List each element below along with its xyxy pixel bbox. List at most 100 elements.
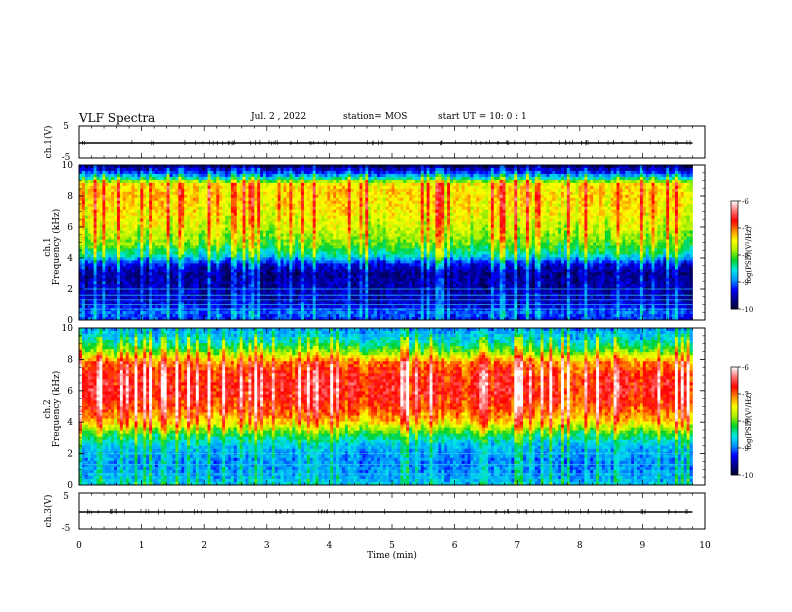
spectrogram-cell bbox=[540, 188, 544, 193]
spectrogram-cell bbox=[178, 167, 182, 172]
spectrogram-cell bbox=[169, 218, 173, 222]
spectrogram-cell bbox=[447, 179, 451, 184]
spectrogram-cell bbox=[610, 215, 614, 219]
spectrogram-cell bbox=[192, 194, 197, 199]
spectrogram-cell bbox=[166, 188, 170, 193]
spectrogram-cell bbox=[321, 227, 325, 231]
spectrogram-cell bbox=[280, 200, 284, 205]
spectrogram-cell bbox=[517, 179, 521, 184]
spectrogram-cell bbox=[593, 179, 597, 184]
spectrogram-cell bbox=[198, 206, 203, 211]
spectrogram-cell bbox=[175, 227, 179, 231]
spectrogram-cell bbox=[187, 188, 191, 193]
spectrogram-cell bbox=[610, 173, 614, 178]
spectrogram-cell bbox=[689, 165, 693, 169]
spectrogram-cell bbox=[537, 173, 541, 178]
spectrogram-cell bbox=[423, 203, 427, 208]
spectrogram-cell bbox=[137, 188, 141, 193]
spectrogram-cell bbox=[154, 170, 159, 175]
spectrogram-cell bbox=[438, 173, 442, 178]
spectrogram-cell bbox=[292, 215, 296, 219]
spectrogram-cell bbox=[420, 203, 425, 208]
spectrogram-cell bbox=[657, 209, 661, 214]
spectrogram-cell bbox=[225, 188, 229, 193]
spectrogram-cell bbox=[438, 221, 442, 225]
spectrogram-cell bbox=[479, 230, 483, 234]
spectrogram-cell bbox=[376, 206, 381, 211]
spectrogram-cell bbox=[274, 200, 278, 205]
spectrogram-cell bbox=[666, 200, 670, 205]
spectrogram-cell bbox=[619, 167, 623, 172]
spectrogram-cell bbox=[140, 197, 144, 202]
spectrogram-cell bbox=[222, 185, 226, 190]
spectrogram-cell bbox=[575, 218, 579, 222]
spectrogram-cell bbox=[476, 230, 480, 234]
spectrogram-cell bbox=[280, 170, 284, 175]
spectrogram-cell bbox=[382, 179, 387, 184]
spectrogram-cell bbox=[447, 200, 451, 205]
spectrogram-cell bbox=[458, 200, 463, 205]
spectrogram-cell bbox=[190, 173, 194, 178]
spectrogram-cell bbox=[87, 209, 92, 214]
spectrogram-cell bbox=[219, 230, 223, 234]
spectrogram-cell bbox=[87, 176, 92, 181]
ch1-ytick-top: 5 bbox=[63, 122, 69, 132]
spectrogram-cell bbox=[406, 206, 410, 211]
spectrogram-cell bbox=[534, 215, 538, 219]
spectrogram-cell bbox=[257, 179, 261, 184]
spectrogram-cell bbox=[423, 179, 427, 184]
spectrogram-cell bbox=[490, 212, 495, 217]
spectrogram-cell bbox=[87, 179, 92, 184]
spectrogram-cell bbox=[79, 230, 83, 234]
spectrogram-cell bbox=[426, 185, 430, 190]
spectrogram-cell bbox=[482, 188, 486, 193]
spectrogram-cell bbox=[660, 179, 664, 184]
spectrogram-cell bbox=[674, 191, 679, 196]
spectrogram-cell bbox=[639, 215, 644, 219]
spectrogram-cell bbox=[552, 197, 556, 202]
spectrogram-cell bbox=[648, 218, 652, 222]
spectrogram-cell bbox=[584, 170, 588, 175]
spectrogram-cell bbox=[143, 221, 147, 225]
spectrogram-cell bbox=[654, 212, 658, 217]
spectrogram-cell bbox=[391, 197, 395, 202]
spectrogram-cell bbox=[452, 197, 457, 202]
figure-title: VLF Spectra bbox=[79, 111, 155, 125]
spectrogram-cell bbox=[350, 203, 354, 208]
spectrogram-cell bbox=[622, 170, 626, 175]
spectrogram-cell bbox=[181, 230, 185, 234]
spectrogram-cell bbox=[283, 185, 287, 190]
spectrogram-cell bbox=[397, 182, 401, 187]
spectrogram-cell bbox=[239, 215, 243, 219]
spectrogram-cell bbox=[128, 206, 132, 211]
spectrogram-cell bbox=[438, 165, 442, 169]
spectrogram-cell bbox=[409, 206, 413, 211]
spectrogram-cell bbox=[172, 194, 176, 199]
spectrogram-cell bbox=[207, 165, 211, 169]
spectrogram-cell bbox=[233, 185, 238, 190]
spectrogram-cell bbox=[140, 218, 144, 222]
spectrogram-cell bbox=[417, 230, 422, 234]
spectrogram-cell bbox=[254, 221, 258, 225]
spectrogram-cell bbox=[660, 173, 664, 178]
spectrogram-cell bbox=[125, 212, 130, 217]
spectrogram-cell bbox=[353, 182, 357, 187]
spectrogram-cell bbox=[368, 206, 372, 211]
spectrogram-cell bbox=[114, 206, 118, 211]
spectrogram-cell bbox=[464, 176, 468, 181]
spectrogram-cell bbox=[108, 206, 112, 211]
spectrogram-cell bbox=[163, 191, 167, 196]
spectrogram-cell bbox=[175, 215, 179, 219]
spectrogram-cell bbox=[251, 179, 255, 184]
spectrogram-cell bbox=[563, 218, 568, 222]
spectrogram-cell bbox=[388, 165, 392, 169]
spectrogram-cell bbox=[683, 188, 687, 193]
spectrogram-cell bbox=[350, 200, 354, 205]
spectrogram-cell bbox=[403, 173, 407, 178]
spectrogram-cell bbox=[152, 165, 156, 169]
spectrogram-cell bbox=[674, 215, 679, 219]
spectrogram-cell bbox=[578, 224, 582, 228]
spectrogram-cell bbox=[99, 230, 103, 234]
spectrogram-cell bbox=[444, 206, 448, 211]
spectrogram-cell bbox=[505, 170, 509, 175]
